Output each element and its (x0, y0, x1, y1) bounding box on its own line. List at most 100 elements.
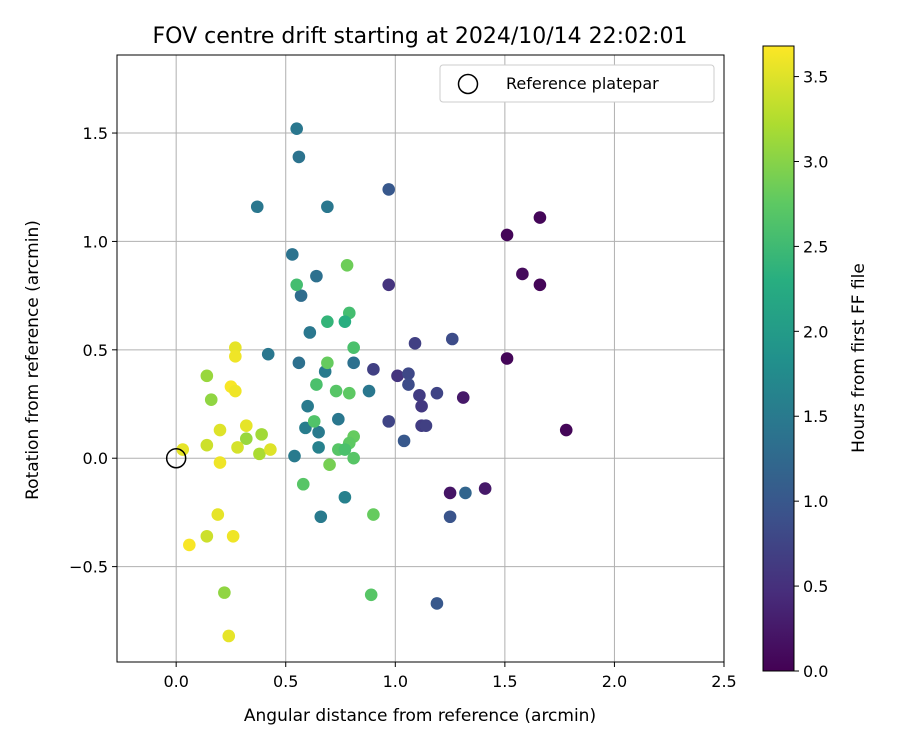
data-point (342, 386, 356, 400)
data-point (382, 183, 396, 196)
data-point (321, 200, 334, 214)
data-point (176, 443, 190, 456)
colorbar-gradient (762, 45, 795, 672)
data-point (367, 508, 380, 521)
data-point (340, 258, 354, 272)
data-point (255, 428, 268, 441)
data-point (347, 356, 360, 370)
colorbar: 0.0 0.5 1.0 1.5 2.0 2.5 3.0 3.5 Hours from firs… (762, 45, 869, 681)
colorbar-tick-label: 2.5 (803, 237, 828, 256)
y-tick-label: 0.0 (83, 449, 108, 468)
data-point (250, 200, 264, 214)
data-point (200, 529, 214, 543)
y-tick-label: −0.5 (69, 558, 108, 577)
colorbar-tick-label: 3.5 (803, 68, 828, 87)
x-tick-label: 2.0 (602, 672, 627, 691)
data-point (296, 477, 310, 491)
colorbar-tick-label: 0.5 (803, 577, 828, 596)
data-point (239, 419, 253, 433)
data-point (261, 347, 275, 361)
data-point (478, 482, 492, 495)
data-point (443, 510, 457, 524)
data-point (516, 267, 529, 281)
data-point (456, 391, 470, 404)
data-point (419, 419, 433, 433)
data-point (239, 432, 253, 446)
data-point (445, 332, 459, 346)
data-point (338, 490, 352, 504)
colorbar-tick-label: 1.0 (803, 492, 828, 511)
data-point (500, 228, 514, 242)
data-point (200, 369, 214, 383)
data-point (314, 510, 328, 524)
data-point (301, 399, 314, 413)
data-point (229, 341, 242, 354)
x-tick-label: 0.5 (273, 672, 298, 691)
data-point (303, 326, 317, 339)
data-point (222, 629, 236, 643)
chart-title: FOV centre drift starting at 2024/10/14 … (153, 24, 688, 49)
data-point (347, 341, 360, 354)
data-point (338, 443, 352, 456)
data-points (165, 122, 573, 643)
data-point (229, 350, 242, 363)
data-point (213, 456, 227, 469)
data-point (310, 269, 323, 283)
y-axis-label: Rotation from reference (arcmin) (23, 220, 43, 500)
data-point (459, 486, 472, 500)
colorbar-tick-label: 0.0 (803, 662, 828, 681)
data-point (364, 588, 378, 602)
data-point (218, 586, 231, 599)
data-point (264, 443, 277, 456)
data-point (292, 356, 306, 370)
plot-area: 0.0 0.5 1.0 1.5 2.0 2.5 −0.5 0.0 0.5 1.0 1.5 (69, 54, 737, 691)
data-point (329, 384, 343, 398)
y-tick-label: 1.0 (83, 232, 108, 251)
colorbar-ticks: 0.0 0.5 1.0 1.5 2.0 2.5 3.0 3.5 (794, 68, 828, 681)
data-point (211, 508, 225, 521)
data-point (229, 384, 242, 398)
colorbar-tick-label: 2.0 (803, 322, 828, 341)
data-point (408, 337, 422, 350)
legend-marker-reference (457, 73, 479, 95)
x-axis-ticks: 0.0 0.5 1.0 1.5 2.0 2.5 (163, 662, 737, 691)
data-point (500, 352, 514, 365)
x-tick-label: 2.5 (711, 672, 736, 691)
y-tick-label: 1.5 (83, 124, 108, 143)
data-point (204, 393, 218, 406)
legend-box (439, 64, 715, 103)
x-axis-label: Angular distance from reference (arcmin) (244, 706, 596, 726)
colorbar-label: Hours from first FF file (849, 263, 869, 453)
data-point (321, 315, 334, 328)
data-point (290, 278, 303, 292)
legend-entry-reference: Reference platepar (506, 74, 659, 93)
data-point (292, 150, 306, 164)
data-point (312, 425, 325, 439)
data-point (321, 356, 334, 370)
colorbar-tick-label: 1.5 (803, 407, 828, 426)
data-point (362, 384, 376, 398)
data-point (402, 378, 415, 391)
axes-frame (116, 54, 725, 663)
data-point (183, 538, 196, 552)
data-point (413, 389, 426, 402)
y-axis-ticks: −0.5 0.0 0.5 1.0 1.5 (69, 124, 117, 577)
data-point (288, 449, 301, 463)
data-point (338, 315, 352, 328)
data-point (415, 399, 428, 413)
data-point (397, 434, 411, 448)
reference-platepar-marker (165, 447, 187, 469)
data-point (402, 367, 415, 380)
data-point (294, 289, 308, 302)
data-point (286, 248, 299, 261)
data-point (226, 529, 240, 543)
data-point (332, 412, 345, 426)
data-point (533, 211, 547, 224)
colorbar-tick-label: 3.0 (803, 152, 828, 171)
data-point (391, 369, 404, 383)
data-point (299, 421, 312, 435)
data-point (430, 597, 444, 610)
data-point (347, 451, 360, 465)
data-point (290, 122, 303, 136)
